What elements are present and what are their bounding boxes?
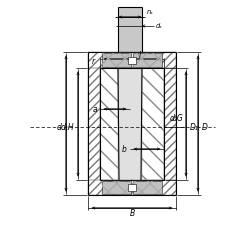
Text: b: b — [122, 145, 126, 153]
Text: D: D — [201, 123, 207, 131]
Bar — [163, 68, 175, 180]
Text: r: r — [92, 57, 95, 66]
Bar — [132, 53, 161, 67]
Bar — [88, 180, 175, 195]
Text: l: l — [138, 52, 140, 61]
Text: D₁: D₁ — [189, 123, 198, 131]
Text: B: B — [129, 209, 134, 217]
Text: dₛ: dₛ — [155, 23, 162, 29]
Bar — [132, 181, 161, 194]
Bar — [117, 7, 141, 52]
Bar — [132, 53, 161, 67]
Bar — [88, 52, 175, 68]
Polygon shape — [117, 68, 141, 180]
Text: nₛ: nₛ — [146, 9, 153, 15]
Bar — [101, 181, 131, 194]
Bar — [128, 184, 135, 191]
Bar — [141, 68, 163, 180]
Bar — [132, 181, 161, 194]
Bar — [101, 53, 131, 67]
Bar — [101, 53, 131, 67]
Text: d₁H: d₁H — [60, 123, 74, 131]
Text: d: d — [57, 123, 62, 131]
Bar — [100, 68, 117, 180]
Text: a: a — [92, 104, 97, 114]
Bar — [101, 181, 131, 194]
Bar — [128, 57, 135, 64]
Text: d₂G: d₂G — [169, 114, 182, 123]
Bar — [88, 68, 100, 180]
